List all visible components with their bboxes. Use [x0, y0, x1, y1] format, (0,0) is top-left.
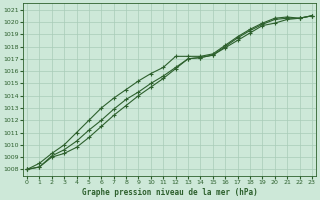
X-axis label: Graphe pression niveau de la mer (hPa): Graphe pression niveau de la mer (hPa): [82, 188, 257, 197]
